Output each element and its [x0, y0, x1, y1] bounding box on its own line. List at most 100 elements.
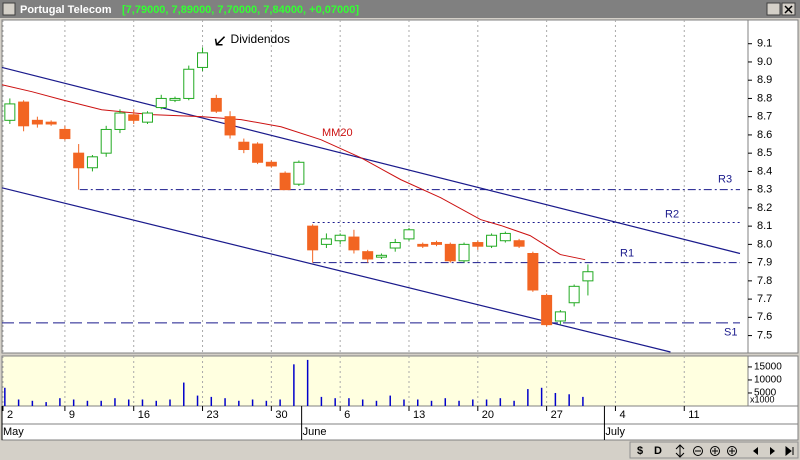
y-tick-label: 7.6: [757, 311, 772, 323]
volume-tick-label: 10000: [754, 375, 782, 386]
candle-body: [499, 232, 511, 242]
candle-body: [114, 112, 126, 130]
candle-body: [100, 128, 112, 154]
y-tick-label: 8.5: [757, 147, 772, 159]
price-axis: [747, 19, 799, 354]
month-axis: [1, 423, 799, 441]
candle-body: [4, 103, 16, 121]
y-tick-label: 8.4: [757, 165, 772, 177]
candle-body: [252, 143, 264, 163]
candle-body: [554, 311, 566, 322]
candle-body: [238, 141, 250, 151]
x-tick-label: 23: [207, 409, 219, 421]
volume-axis: [747, 355, 799, 407]
candle-body: [541, 294, 553, 326]
trendline: [1, 66, 741, 255]
candle-body: [73, 152, 85, 169]
scroll-button[interactable]: [675, 444, 685, 458]
trendline: [1, 187, 671, 353]
candle-body: [582, 271, 594, 282]
y-tick-label: 7.9: [757, 257, 772, 269]
candle-body: [375, 254, 387, 258]
price-panel: [1, 19, 749, 354]
candle-body: [472, 242, 484, 247]
month-label: May: [3, 426, 24, 438]
y-tick-label: 7.5: [757, 329, 772, 341]
candle-body: [155, 97, 167, 109]
x-tick-label: 4: [619, 409, 625, 421]
candle-body: [141, 112, 153, 123]
title-bar: [0, 0, 800, 18]
level-label: R3: [718, 174, 732, 186]
x-tick-label: 30: [275, 409, 287, 421]
y-tick-label: 8.8: [757, 92, 772, 104]
x-tick-label: 20: [482, 409, 494, 421]
candle-body: [486, 234, 498, 247]
candle-body: [362, 251, 374, 260]
toolbar-button[interactable]: D: [654, 445, 662, 457]
x-tick-label: 13: [413, 409, 425, 421]
y-tick-label: 8.1: [757, 220, 772, 232]
zoom-fit-icon: [729, 448, 735, 454]
zoom-out-button[interactable]: [693, 446, 703, 456]
candle-body: [128, 114, 140, 121]
candle-body: [279, 172, 291, 191]
candle-body: [458, 243, 470, 262]
y-tick-label: 8.0: [757, 238, 772, 250]
annotation-label: Dividendos: [231, 32, 290, 46]
y-tick-label: 8.9: [757, 74, 772, 86]
end-button[interactable]: [785, 445, 794, 457]
y-tick-label: 8.3: [757, 184, 772, 196]
next-button[interactable]: [770, 447, 775, 455]
candle-body: [183, 68, 195, 99]
month-label: June: [303, 426, 327, 438]
moving-average-label: MM20: [322, 127, 353, 139]
toolbar: $ D: [629, 441, 799, 459]
candle-body: [334, 234, 346, 242]
candle-body: [31, 119, 43, 125]
restore-button[interactable]: [766, 2, 781, 16]
x-tick-label: 11: [688, 409, 699, 421]
candle-body: [444, 243, 456, 262]
toolbar-button[interactable]: $: [637, 445, 643, 457]
window-title: Portugal Telecom: [20, 4, 112, 16]
candle-body: [348, 236, 360, 251]
candle-body: [320, 238, 332, 245]
candle-body: [417, 243, 429, 247]
volume-tick-label: 15000: [754, 362, 782, 373]
candle-body: [45, 121, 57, 125]
quote: [7,79000, 7,89000, 7,70000, 7,84000, +0,…: [122, 4, 359, 16]
moving-average: [1, 84, 586, 261]
candle-body: [513, 240, 525, 247]
window-icon[interactable]: [2, 2, 16, 16]
x-tick-label: 2: [7, 409, 13, 421]
zoom-fit-button[interactable]: [727, 446, 737, 456]
level-label: S1: [724, 327, 737, 339]
level-label: R2: [665, 208, 679, 220]
candle-body: [389, 242, 401, 249]
y-tick-label: 9.1: [757, 38, 772, 50]
y-tick-label: 9.0: [757, 56, 772, 68]
candle-body: [293, 161, 305, 185]
candle-body: [197, 52, 209, 68]
month-label: July: [605, 426, 625, 438]
candle-body: [210, 97, 222, 112]
zoom-in-icon: [712, 448, 718, 454]
candle-body: [18, 101, 30, 127]
volume-unit: x1000: [750, 394, 775, 404]
y-tick-label: 7.7: [757, 293, 772, 305]
level-label: R1: [620, 248, 634, 260]
candle-body: [59, 128, 71, 140]
close-icon: [784, 5, 793, 14]
x-tick-label: 6: [344, 409, 350, 421]
y-tick-label: 8.2: [757, 202, 772, 214]
zoom-in-button[interactable]: [710, 446, 720, 456]
prev-button[interactable]: [753, 447, 758, 455]
candle-body: [169, 97, 181, 101]
candle-body: [527, 252, 539, 291]
candle-body: [568, 285, 580, 304]
volume-panel: [1, 355, 749, 407]
candle-body: [86, 156, 98, 169]
volume-tick-label: 5000: [754, 388, 777, 399]
